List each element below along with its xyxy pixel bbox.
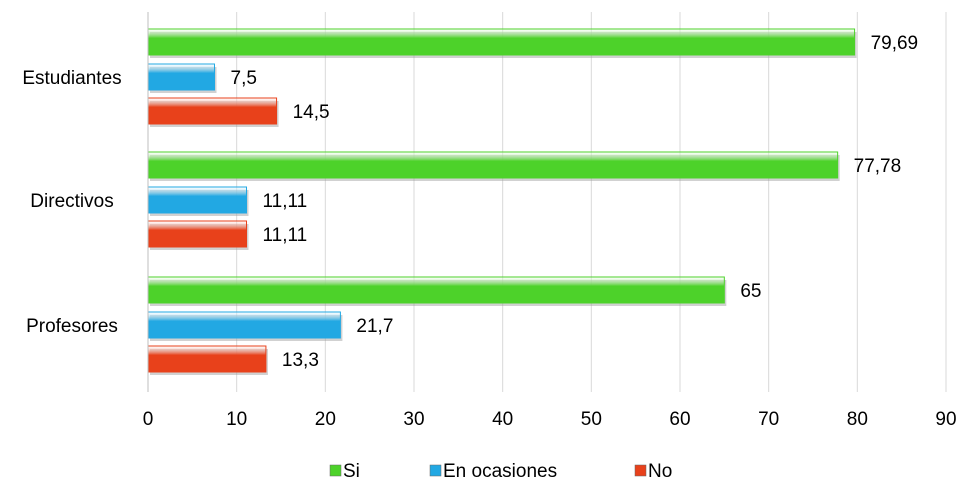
bar-no (147, 345, 267, 373)
gridlines (236, 12, 947, 392)
bar-si (147, 276, 725, 304)
legend: Si En ocasiones No (329, 461, 672, 482)
legend-swatch (429, 464, 442, 477)
axes: 0 10 20 30 40 50 60 70 80 90 Estudiantes Directivos… (22, 12, 957, 430)
bars (147, 28, 857, 375)
legend-swatch (634, 464, 647, 477)
data-label: 11,11 (263, 225, 308, 246)
legend-swatch (329, 464, 342, 477)
bar-no (147, 220, 248, 248)
bar-si (147, 28, 856, 56)
x-tick-label: 50 (581, 409, 602, 430)
data-label: 65 (740, 281, 761, 302)
data-label: 21,7 (356, 316, 393, 337)
data-label: 14,5 (293, 102, 330, 123)
x-tick-label: 0 (143, 409, 154, 430)
legend-label: No (648, 461, 672, 482)
data-label: 7,5 (231, 68, 257, 89)
x-tick-label: 40 (492, 409, 513, 430)
x-tick-label: 30 (403, 409, 424, 430)
bar-no (147, 97, 278, 125)
category-label: Profesores (26, 316, 118, 337)
data-label: 13,3 (282, 350, 319, 371)
category-label: Directivos (30, 191, 113, 212)
x-tick-label: 80 (847, 409, 868, 430)
bar-en-ocasiones (147, 186, 248, 214)
x-tick-label: 10 (226, 409, 247, 430)
category-label: Estudiantes (22, 68, 121, 89)
data-label: 79,69 (871, 33, 919, 54)
data-label: 11,11 (263, 191, 308, 212)
x-tick-label: 70 (758, 409, 779, 430)
x-tick-label: 20 (315, 409, 336, 430)
bar-en-ocasiones (147, 311, 341, 339)
data-labels: 79,69 7,5 14,5 77,78 11,11 11,11 65 21,7 13,3 (231, 33, 919, 371)
bar-en-ocasiones (147, 63, 215, 91)
legend-label: En ocasiones (443, 461, 557, 482)
data-label: 77,78 (854, 156, 902, 177)
legend-label: Si (343, 461, 360, 482)
x-tick-label: 60 (669, 409, 690, 430)
bar-si (147, 151, 839, 179)
x-tick-label: 90 (935, 409, 956, 430)
